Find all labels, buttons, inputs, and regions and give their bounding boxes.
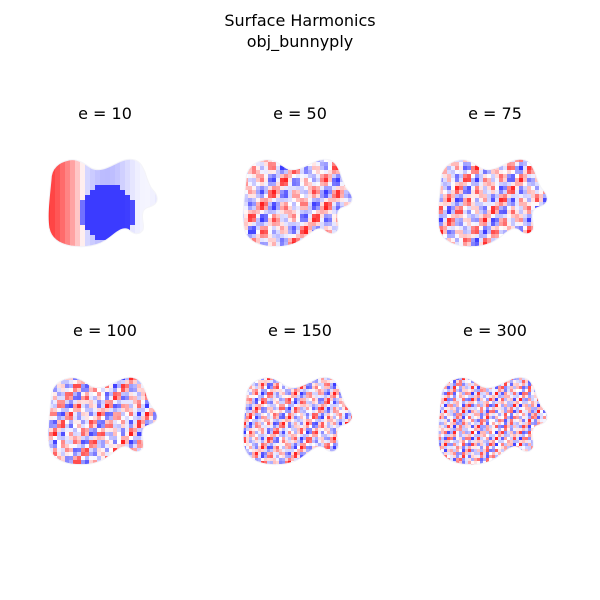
bunny-outline — [437, 158, 548, 248]
panel-title-e75: e = 75 — [468, 104, 522, 123]
mesh-plot-e100 — [47, 376, 158, 466]
panel-e100 — [45, 368, 165, 478]
panel-e50 — [240, 150, 360, 260]
bunny-outline — [437, 376, 548, 466]
panel-title-e150: e = 150 — [268, 321, 332, 340]
panel-title-e300: e = 300 — [463, 321, 527, 340]
bunny-outline — [47, 158, 158, 248]
figure-title: Surface Harmonics obj_bunnyply — [0, 10, 600, 52]
panel-title-e100: e = 100 — [73, 321, 137, 340]
mesh-plot-e10 — [47, 158, 158, 248]
panel-e150 — [240, 368, 360, 478]
mesh-plot-e300 — [437, 376, 548, 466]
panel-e75 — [435, 150, 555, 260]
figure-title-line-1: Surface Harmonics — [224, 11, 376, 30]
bunny-outline — [242, 376, 353, 466]
figure-title-line-2: obj_bunnyply — [246, 32, 354, 51]
mesh-plot-e75 — [437, 158, 548, 248]
panel-e300 — [435, 368, 555, 478]
bunny-outline — [47, 376, 158, 466]
panel-title-e10: e = 10 — [78, 104, 132, 123]
harmonic-pattern — [438, 159, 548, 247]
bunny-outline — [242, 158, 353, 248]
mesh-plot-e150 — [242, 376, 353, 466]
panel-e10 — [45, 150, 165, 260]
mesh-plot-e50 — [242, 158, 353, 248]
panel-title-e50: e = 50 — [273, 104, 327, 123]
